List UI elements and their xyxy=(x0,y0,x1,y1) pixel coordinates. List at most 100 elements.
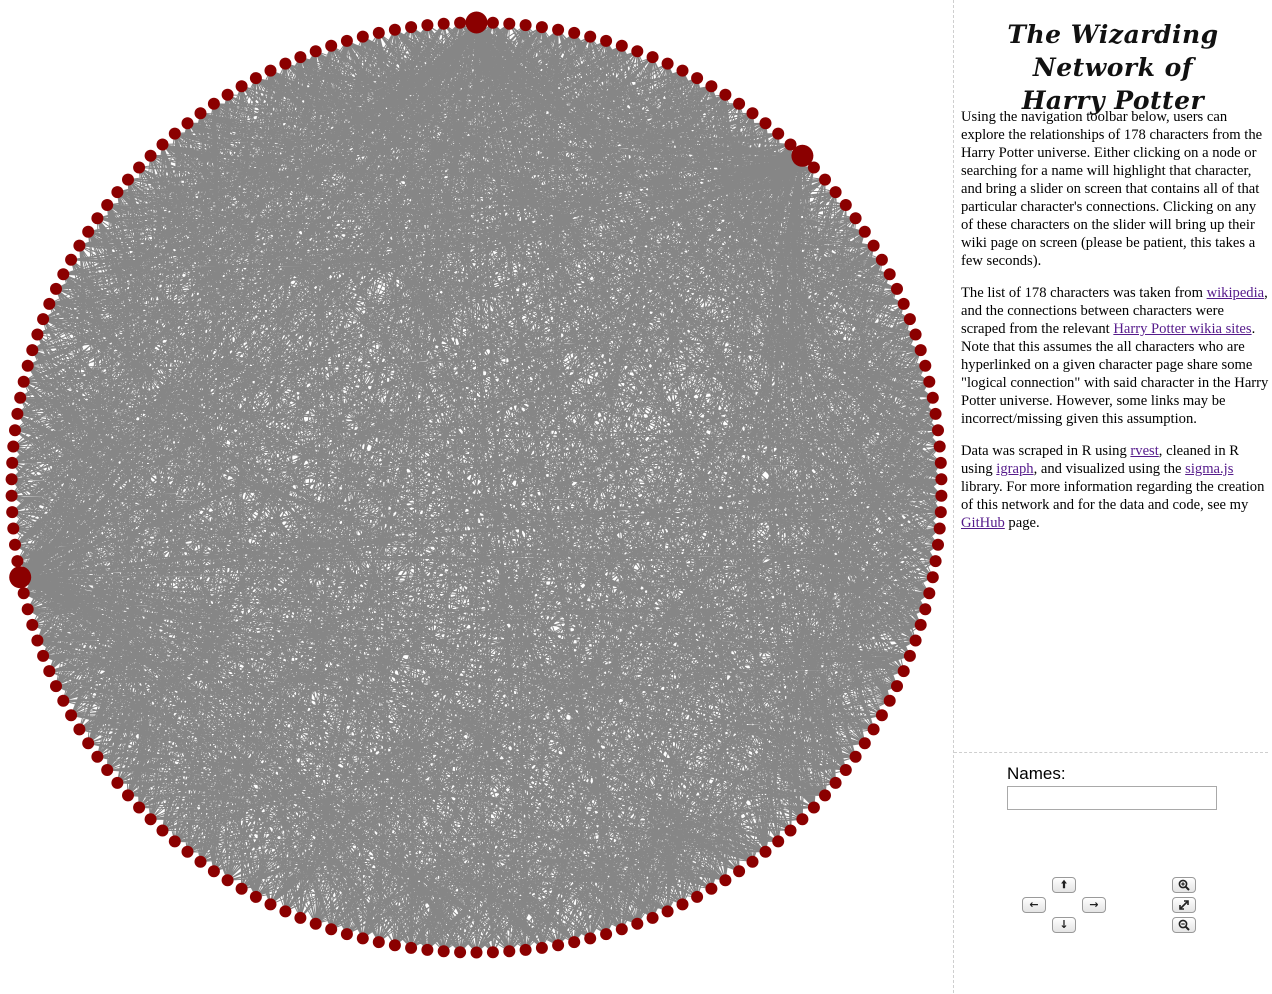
character-node[interactable] xyxy=(65,709,78,722)
character-node[interactable] xyxy=(839,199,852,211)
character-node[interactable] xyxy=(934,506,947,519)
character-node[interactable] xyxy=(249,890,262,903)
network-graph[interactable] xyxy=(0,0,953,993)
pan-left-button[interactable]: ← xyxy=(1022,897,1046,913)
character-node[interactable] xyxy=(156,824,169,837)
character-node[interactable] xyxy=(919,359,932,372)
character-node[interactable] xyxy=(279,905,292,918)
character-node[interactable] xyxy=(6,506,19,519)
character-node[interactable] xyxy=(935,489,948,502)
character-node[interactable] xyxy=(122,173,134,186)
character-node[interactable] xyxy=(21,603,34,616)
character-node[interactable] xyxy=(923,375,936,388)
character-node[interactable] xyxy=(615,39,628,52)
character-node[interactable] xyxy=(437,17,450,30)
character-node[interactable] xyxy=(454,16,467,29)
character-node[interactable] xyxy=(631,45,644,58)
character-node[interactable] xyxy=(405,21,418,34)
character-node[interactable] xyxy=(934,456,947,469)
character-node[interactable] xyxy=(935,473,948,486)
character-node[interactable] xyxy=(82,737,95,750)
character-node[interactable] xyxy=(883,694,896,707)
character-node[interactable] xyxy=(465,11,488,34)
character-node[interactable] xyxy=(772,835,785,848)
character-node[interactable] xyxy=(552,23,565,36)
character-node[interactable] xyxy=(503,945,516,958)
character-node[interactable] xyxy=(31,328,44,341)
reset-view-button[interactable] xyxy=(1172,897,1196,913)
character-node[interactable] xyxy=(388,939,401,952)
character-node[interactable] xyxy=(221,88,234,101)
character-node[interactable] xyxy=(691,890,704,903)
wikipedia-link[interactable]: wikipedia xyxy=(1206,285,1265,301)
character-node[interactable] xyxy=(57,268,70,281)
wikia-link[interactable]: Harry Potter wikia sites xyxy=(1113,321,1252,337)
character-node[interactable] xyxy=(903,649,916,662)
character-node[interactable] xyxy=(568,936,581,949)
character-node[interactable] xyxy=(156,138,169,151)
character-node[interactable] xyxy=(249,72,262,85)
character-node[interactable] xyxy=(932,424,944,437)
character-node[interactable] xyxy=(181,845,194,858)
character-node[interactable] xyxy=(759,117,772,130)
pan-down-button[interactable]: ↓ xyxy=(1052,917,1076,933)
character-node[interactable] xyxy=(933,440,946,453)
zoom-out-button[interactable] xyxy=(1172,917,1196,933)
character-node[interactable] xyxy=(819,173,831,186)
character-node[interactable] xyxy=(11,407,24,420)
character-node[interactable] xyxy=(568,26,581,39)
character-node[interactable] xyxy=(309,45,322,58)
character-node[interactable] xyxy=(909,634,922,647)
character-node[interactable] xyxy=(37,649,50,662)
character-node[interactable] xyxy=(101,199,114,211)
character-node[interactable] xyxy=(600,928,613,941)
character-node[interactable] xyxy=(17,587,30,600)
character-node[interactable] xyxy=(144,149,157,162)
character-node[interactable] xyxy=(21,359,34,372)
character-node[interactable] xyxy=(552,939,565,952)
character-node[interactable] xyxy=(168,835,181,848)
character-node[interactable] xyxy=(807,161,820,174)
character-node[interactable] xyxy=(235,80,248,93)
character-node[interactable] xyxy=(849,750,862,763)
character-node[interactable] xyxy=(7,522,20,535)
character-node[interactable] xyxy=(111,776,124,789)
character-node[interactable] xyxy=(661,905,674,918)
character-node[interactable] xyxy=(733,97,746,110)
character-node[interactable] xyxy=(535,941,548,954)
character-node[interactable] xyxy=(733,865,746,878)
character-node[interactable] xyxy=(858,225,871,238)
character-node[interactable] xyxy=(356,30,369,43)
character-node[interactable] xyxy=(26,618,39,631)
character-node[interactable] xyxy=(470,946,483,959)
rvest-link[interactable]: rvest xyxy=(1130,443,1159,459)
character-node[interactable] xyxy=(181,117,194,130)
character-node[interactable] xyxy=(264,64,277,77)
character-node[interactable] xyxy=(867,239,880,252)
character-node[interactable] xyxy=(519,943,532,956)
character-node[interactable] xyxy=(91,212,104,225)
character-node[interactable] xyxy=(891,680,903,693)
character-node[interactable] xyxy=(584,30,597,43)
character-node[interactable] xyxy=(796,813,809,826)
character-node[interactable] xyxy=(839,764,852,776)
zoom-in-button[interactable] xyxy=(1172,877,1196,893)
character-node[interactable] xyxy=(309,917,322,930)
character-node[interactable] xyxy=(486,946,499,959)
character-node[interactable] xyxy=(43,665,56,678)
character-node[interactable] xyxy=(194,107,207,120)
character-node[interactable] xyxy=(807,801,820,814)
character-node[interactable] xyxy=(194,855,207,868)
character-node[interactable] xyxy=(849,212,862,225)
character-node[interactable] xyxy=(57,694,70,707)
character-node[interactable] xyxy=(819,789,831,802)
character-node[interactable] xyxy=(65,253,78,266)
character-node[interactable] xyxy=(676,898,689,911)
character-node[interactable] xyxy=(9,538,21,551)
character-node[interactable] xyxy=(519,19,532,32)
names-search-input[interactable] xyxy=(1007,786,1217,810)
character-node[interactable] xyxy=(932,538,944,551)
character-node[interactable] xyxy=(221,874,234,887)
character-node[interactable] xyxy=(5,473,18,486)
github-link[interactable]: GitHub xyxy=(961,515,1005,531)
